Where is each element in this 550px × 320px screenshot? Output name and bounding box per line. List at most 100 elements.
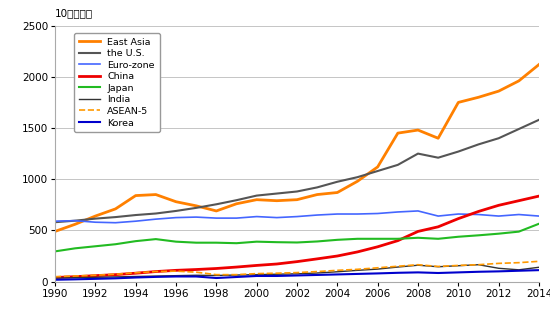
Euro-zone (314, 213, 321, 217)
Euro-zone (496, 214, 502, 218)
China (334, 254, 340, 258)
Line: China: China (55, 196, 539, 277)
India (314, 271, 321, 275)
Line: East Asia: East Asia (55, 65, 539, 231)
ASEAN-5 (213, 273, 219, 276)
ASEAN-5 (536, 260, 542, 263)
the U.S. (475, 142, 482, 146)
the U.S. (254, 194, 260, 197)
Euro-zone (92, 220, 98, 224)
East Asia (133, 194, 139, 197)
the U.S. (394, 163, 401, 167)
the U.S. (294, 189, 300, 193)
East Asia (536, 63, 542, 67)
ASEAN-5 (254, 272, 260, 276)
East Asia (52, 229, 58, 233)
the U.S. (72, 219, 79, 223)
ASEAN-5 (92, 273, 98, 277)
China (133, 271, 139, 275)
Line: Euro-zone: Euro-zone (55, 211, 539, 223)
ASEAN-5 (375, 266, 381, 270)
India (72, 276, 79, 280)
India (394, 265, 401, 269)
Korea (254, 274, 260, 278)
India (455, 264, 461, 268)
China (233, 265, 240, 269)
Euro-zone (475, 212, 482, 216)
Euro-zone (112, 221, 119, 225)
Japan (314, 240, 321, 244)
Euro-zone (334, 212, 340, 216)
East Asia (375, 165, 381, 169)
China (435, 225, 442, 229)
ASEAN-5 (152, 270, 159, 274)
India (152, 274, 159, 278)
Korea (273, 274, 280, 278)
Korea (112, 276, 119, 280)
China (496, 204, 502, 207)
Euro-zone (152, 217, 159, 221)
ASEAN-5 (133, 271, 139, 275)
ASEAN-5 (496, 261, 502, 265)
the U.S. (152, 212, 159, 215)
ASEAN-5 (415, 263, 421, 267)
Euro-zone (72, 219, 79, 223)
Euro-zone (455, 212, 461, 216)
India (435, 265, 442, 269)
Euro-zone (133, 219, 139, 223)
Korea (173, 275, 179, 278)
Korea (455, 270, 461, 274)
ASEAN-5 (455, 263, 461, 267)
Japan (233, 241, 240, 245)
Korea (394, 271, 401, 275)
China (415, 229, 421, 233)
ASEAN-5 (314, 270, 321, 274)
Korea (334, 273, 340, 276)
Euro-zone (375, 212, 381, 215)
Korea (294, 274, 300, 277)
Euro-zone (415, 209, 421, 213)
Korea (496, 269, 502, 273)
China (72, 275, 79, 279)
the U.S. (415, 152, 421, 156)
the U.S. (334, 180, 340, 184)
Euro-zone (193, 215, 200, 219)
the U.S. (455, 150, 461, 154)
China (455, 217, 461, 220)
East Asia (173, 200, 179, 204)
East Asia (213, 209, 219, 213)
the U.S. (536, 118, 542, 122)
East Asia (254, 198, 260, 202)
Japan (496, 232, 502, 236)
China (394, 239, 401, 243)
China (254, 263, 260, 267)
India (415, 263, 421, 267)
India (173, 274, 179, 277)
ASEAN-5 (515, 261, 522, 265)
Korea (536, 268, 542, 272)
Korea (354, 272, 361, 276)
Korea (92, 277, 98, 281)
the U.S. (435, 156, 442, 160)
China (173, 268, 179, 272)
Euro-zone (435, 214, 442, 218)
Japan (515, 230, 522, 234)
Line: Japan: Japan (55, 224, 539, 252)
the U.S. (375, 169, 381, 173)
Euro-zone (52, 219, 58, 223)
Japan (375, 237, 381, 241)
the U.S. (496, 136, 502, 140)
China (193, 268, 200, 271)
Korea (314, 273, 321, 277)
Japan (133, 239, 139, 243)
Japan (152, 237, 159, 241)
Euro-zone (254, 215, 260, 219)
Japan (294, 241, 300, 244)
Line: Korea: Korea (55, 270, 539, 280)
India (273, 272, 280, 276)
East Asia (354, 179, 361, 183)
ASEAN-5 (173, 269, 179, 273)
India (334, 270, 340, 274)
Japan (72, 246, 79, 250)
ASEAN-5 (435, 265, 442, 268)
